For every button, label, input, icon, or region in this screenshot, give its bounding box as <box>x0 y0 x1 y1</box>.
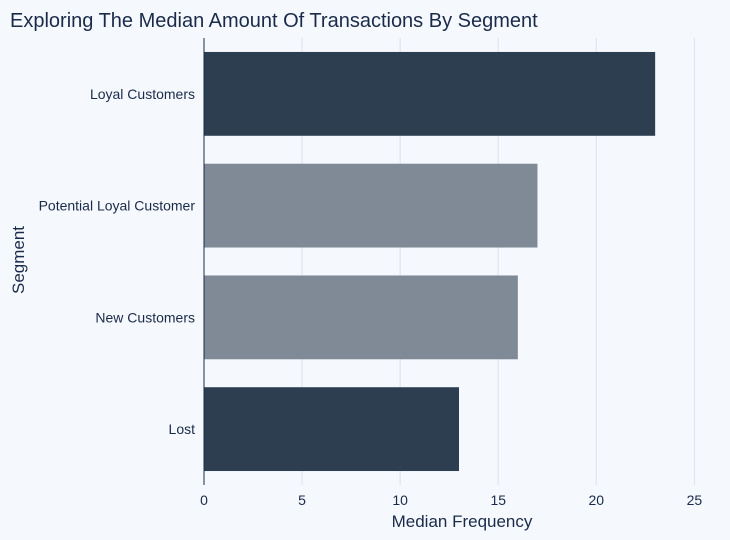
y-axis-title: Segment <box>9 226 28 294</box>
y-tick-label: New Customers <box>95 309 195 325</box>
bar-loyal-customers <box>204 51 656 136</box>
x-tick-label: 25 <box>687 492 703 508</box>
bars <box>204 51 656 472</box>
x-tick-label: 20 <box>589 492 605 508</box>
y-tick-label: Loyal Customers <box>90 86 195 102</box>
x-tick-label: 0 <box>200 492 208 508</box>
x-tick-label: 5 <box>298 492 306 508</box>
x-axis-title: Median Frequency <box>392 512 533 531</box>
bar-new-customers <box>204 275 518 360</box>
x-tick-label: 15 <box>490 492 506 508</box>
bar-potential-loyal-customer <box>204 163 538 248</box>
chart-title: Exploring The Median Amount Of Transacti… <box>10 10 538 32</box>
y-tick-labels: Loyal Customers Potential Loyal Customer N… <box>39 86 196 437</box>
x-tick-labels: 0 5 10 15 20 25 <box>200 492 702 508</box>
y-tick-label: Potential Loyal Customer <box>39 198 196 214</box>
x-tick-label: 10 <box>392 492 408 508</box>
bar-lost <box>204 387 459 472</box>
y-tick-label: Lost <box>169 421 196 437</box>
